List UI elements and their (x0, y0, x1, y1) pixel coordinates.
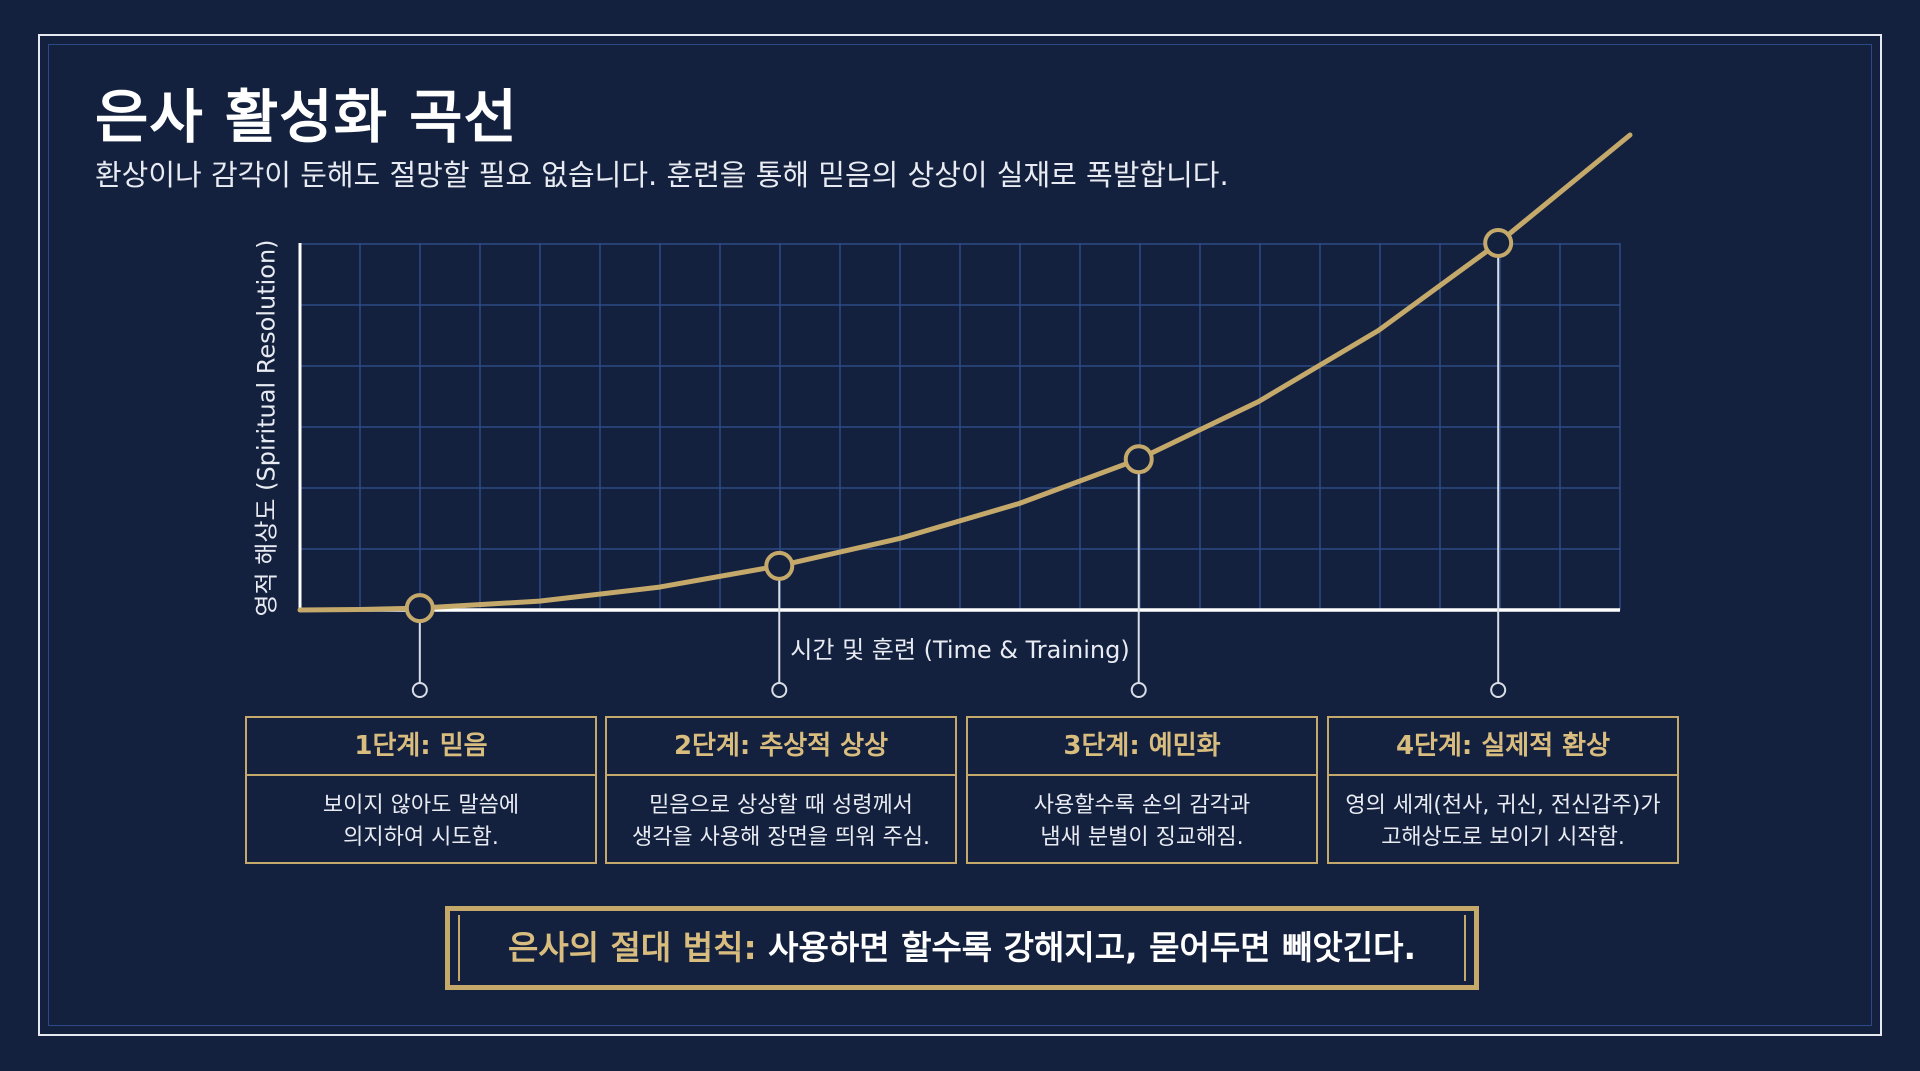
law-label: 은사의 절대 법칙: (507, 928, 757, 967)
law-text: 사용하면 할수록 강해지고, 묻어두면 빼앗긴다. (756, 928, 1417, 967)
milestone-anchor (1490, 682, 1507, 698)
stage-card-1: 1단계: 믿음 보이지 않아도 말씀에 의지하여 시도함. (245, 716, 597, 864)
page-subtitle: 환상이나 감각이 둔해도 절망할 필요 없습니다. 훈련을 통해 믿음의 상상이… (95, 158, 1229, 192)
y-axis-label: 영적 해상도 (Spiritual Resolution) (252, 239, 281, 617)
stage-desc-line: 영의 세계(천사, 귀신, 전신갑주)가 (1345, 793, 1661, 818)
stage-card-4: 4단계: 실제적 환상 영의 세계(천사, 귀신, 전신갑주)가 고해상도로 보… (1327, 716, 1679, 864)
stage-desc-line: 사용할수록 손의 감각과 (1033, 793, 1251, 818)
stage-desc-line: 생각을 사용해 장면을 띄워 주심. (631, 825, 931, 850)
stage-description: 믿음으로 상상할 때 성령께서 생각을 사용해 장면을 띄워 주심. (607, 776, 955, 854)
stage-card-2: 2단계: 추상적 상상 믿음으로 상상할 때 성령께서 생각을 사용해 장면을 … (605, 716, 957, 864)
milestone-anchor (411, 682, 428, 698)
outer-frame (38, 34, 1882, 1036)
stage-desc-line: 믿음으로 상상할 때 성령께서 (649, 793, 913, 818)
stage-title: 2단계: 추상적 상상 (607, 718, 955, 776)
stage-description: 영의 세계(천사, 귀신, 전신갑주)가 고해상도로 보이기 시작함. (1329, 776, 1677, 854)
law-banner: 은사의 절대 법칙: 사용하면 할수록 강해지고, 묻어두면 빼앗긴다. (445, 906, 1479, 990)
stage-desc-line: 냄새 분별이 징교해짐. (1040, 825, 1244, 850)
stage-title: 1단계: 믿음 (247, 718, 595, 776)
milestone-anchor (1130, 682, 1147, 698)
stage-desc-line: 보이지 않아도 말씀에 (322, 793, 520, 818)
stage-card-3: 3단계: 예민화 사용할수록 손의 감각과 냄새 분별이 징교해짐. (966, 716, 1318, 864)
stage-description: 사용할수록 손의 감각과 냄새 분별이 징교해짐. (968, 776, 1316, 854)
milestone-marker (764, 550, 795, 581)
law-banner-inner: 은사의 절대 법칙: 사용하면 할수록 강해지고, 묻어두면 빼앗긴다. (458, 915, 1466, 981)
page-title: 은사 활성화 곡선 (95, 83, 518, 151)
stage-desc-line: 의지하여 시도함. (343, 825, 499, 850)
stage-title: 3단계: 예민화 (968, 718, 1316, 776)
milestone-marker (404, 593, 435, 624)
growth-curve (297, 132, 1633, 613)
milestone-marker (1483, 228, 1514, 258)
stage-title: 4단계: 실제적 환상 (1329, 718, 1677, 776)
milestone-anchor (771, 682, 788, 698)
milestone-marker (1123, 444, 1154, 475)
inner-frame (48, 44, 1872, 1026)
stage-desc-line: 고해상도로 보이기 시작함. (1381, 825, 1625, 850)
stage-description: 보이지 않아도 말씀에 의지하여 시도함. (247, 776, 595, 854)
x-axis-label: 시간 및 훈련 (Time & Training) (790, 636, 1130, 664)
